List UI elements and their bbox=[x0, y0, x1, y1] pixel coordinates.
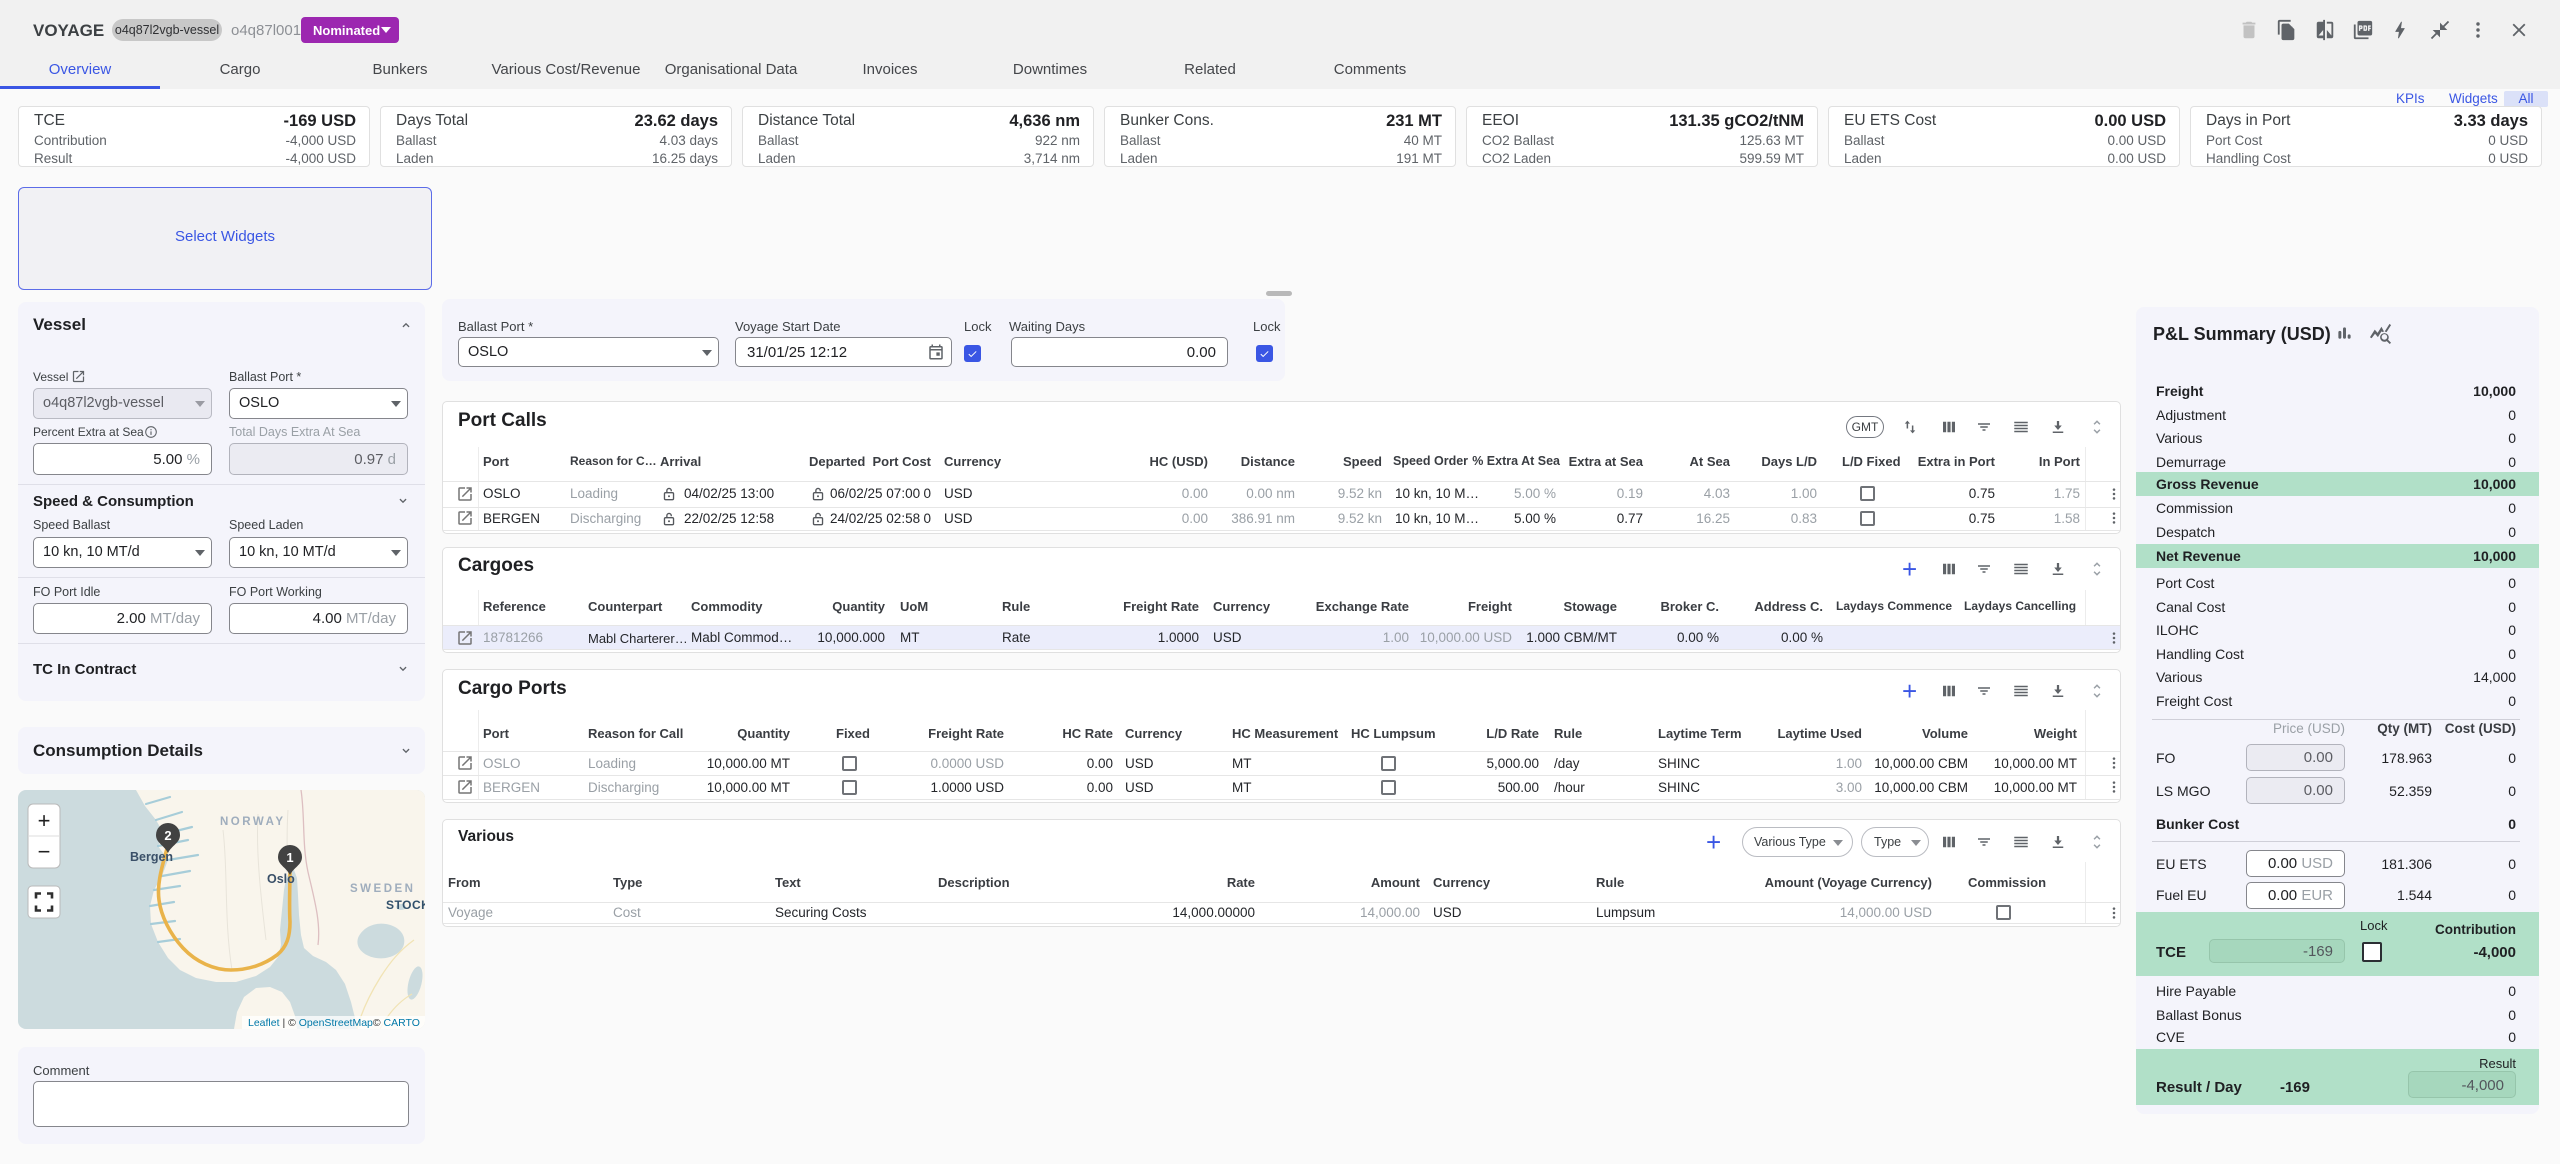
svg-text:2: 2 bbox=[164, 828, 171, 843]
svg-text:STOCKH: STOCKH bbox=[386, 898, 425, 912]
svg-text:Leaflet | © OpenStreetMap© CAR: Leaflet | © OpenStreetMap© CARTO bbox=[248, 1017, 420, 1029]
svg-text:NORWAY: NORWAY bbox=[220, 816, 286, 828]
svg-text:SWEDEN: SWEDEN bbox=[350, 883, 415, 895]
svg-text:−: − bbox=[38, 839, 51, 864]
svg-text:Oslo: Oslo bbox=[267, 872, 295, 886]
svg-text:1: 1 bbox=[286, 850, 293, 865]
svg-text:Bergen: Bergen bbox=[130, 850, 173, 864]
svg-text:+: + bbox=[38, 808, 51, 833]
